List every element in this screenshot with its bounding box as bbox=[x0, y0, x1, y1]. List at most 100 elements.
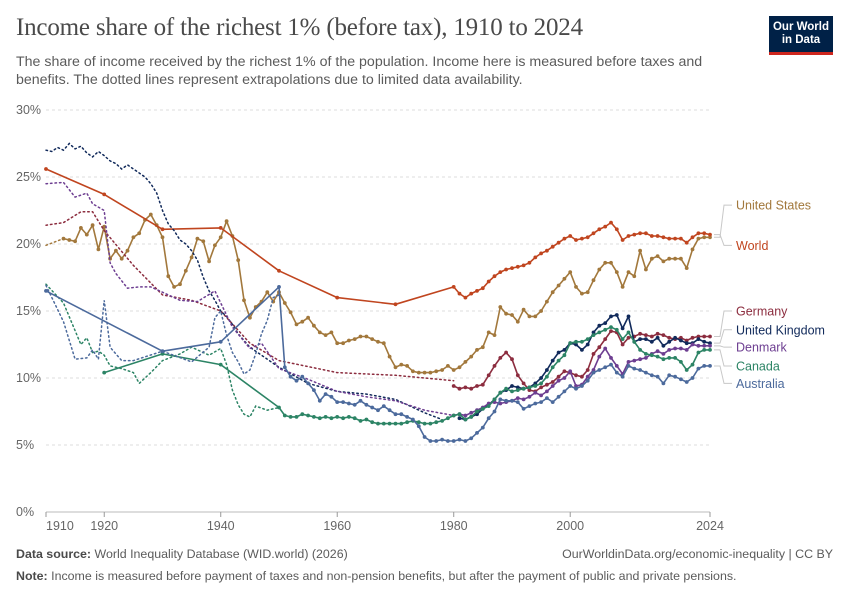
solid-line bbox=[63, 213, 710, 374]
data-point bbox=[160, 349, 165, 354]
data-point bbox=[684, 348, 689, 352]
data-point bbox=[562, 369, 567, 374]
data-point bbox=[44, 167, 48, 171]
data-point bbox=[679, 256, 683, 261]
data-point bbox=[498, 390, 503, 395]
data-point bbox=[463, 417, 468, 422]
y-tick-label: 10% bbox=[16, 371, 41, 385]
data-point bbox=[393, 412, 398, 417]
data-point bbox=[312, 323, 316, 328]
data-point bbox=[463, 439, 468, 443]
data-point bbox=[405, 415, 409, 419]
license-link[interactable]: OurWorldinData.org/economic-inequality |… bbox=[562, 547, 833, 561]
data-point bbox=[708, 232, 712, 237]
legend-label-united-kingdom: United Kingdom bbox=[736, 323, 825, 337]
data-point bbox=[213, 243, 217, 248]
data-point bbox=[702, 339, 707, 344]
data-point bbox=[492, 364, 497, 368]
data-point bbox=[585, 374, 590, 379]
owid-logo[interactable]: Our World in Data bbox=[769, 16, 833, 55]
data-point bbox=[498, 305, 503, 309]
data-point bbox=[609, 325, 613, 329]
data-point bbox=[434, 420, 439, 425]
data-point bbox=[550, 384, 555, 388]
data-point bbox=[218, 339, 223, 344]
data-point bbox=[510, 266, 514, 270]
data-point bbox=[393, 302, 398, 307]
data-point bbox=[393, 365, 398, 370]
data-point bbox=[510, 389, 514, 394]
data-point bbox=[44, 289, 48, 293]
data-point bbox=[352, 416, 357, 421]
data-point bbox=[562, 353, 567, 358]
data-point bbox=[306, 315, 310, 320]
data-point bbox=[609, 362, 613, 367]
data-point bbox=[556, 378, 561, 383]
data-source-link[interactable]: World Inequality Database (WID.world) (2… bbox=[94, 547, 348, 561]
data-point bbox=[702, 231, 707, 236]
data-point bbox=[79, 226, 83, 230]
data-point bbox=[568, 384, 573, 388]
data-point bbox=[90, 223, 95, 228]
data-point bbox=[248, 315, 252, 320]
data-point bbox=[515, 396, 520, 400]
data-point bbox=[317, 398, 322, 403]
data-point bbox=[457, 365, 462, 370]
data-point bbox=[178, 282, 182, 287]
data-point bbox=[399, 362, 404, 367]
data-point bbox=[684, 338, 689, 343]
data-point bbox=[422, 370, 427, 375]
data-point bbox=[690, 235, 695, 240]
data-point bbox=[574, 342, 578, 347]
data-point bbox=[603, 337, 608, 341]
data-point bbox=[574, 339, 578, 344]
data-point bbox=[504, 350, 508, 355]
x-tick-label: 1980 bbox=[440, 519, 468, 533]
data-point bbox=[550, 365, 555, 370]
data-point bbox=[84, 232, 89, 237]
data-point bbox=[574, 384, 578, 388]
data-point bbox=[335, 400, 340, 404]
data-point bbox=[504, 311, 508, 316]
data-point bbox=[568, 369, 573, 374]
data-point bbox=[562, 236, 567, 241]
data-point bbox=[475, 348, 479, 352]
x-tick-label: 1920 bbox=[90, 519, 118, 533]
data-point bbox=[533, 401, 538, 406]
data-point bbox=[440, 368, 444, 372]
data-point bbox=[102, 192, 107, 197]
data-point bbox=[614, 364, 619, 368]
data-point bbox=[609, 329, 613, 333]
data-point bbox=[446, 439, 450, 443]
data-point bbox=[61, 236, 66, 241]
data-point bbox=[679, 338, 683, 343]
data-point bbox=[638, 337, 642, 341]
dotted-line bbox=[45, 237, 65, 247]
data-point bbox=[545, 396, 549, 400]
data-point bbox=[696, 350, 701, 355]
data-point bbox=[609, 314, 613, 319]
data-point bbox=[562, 389, 567, 394]
data-point bbox=[591, 333, 596, 337]
data-point bbox=[486, 279, 491, 284]
data-point bbox=[603, 224, 608, 229]
data-point bbox=[387, 421, 392, 426]
data-point bbox=[556, 394, 561, 399]
data-point bbox=[626, 270, 631, 274]
data-point bbox=[603, 346, 608, 351]
data-point bbox=[603, 327, 608, 332]
data-point bbox=[358, 419, 363, 423]
data-point bbox=[708, 341, 712, 346]
data-point bbox=[562, 376, 567, 380]
data-point bbox=[632, 274, 637, 279]
data-point bbox=[661, 259, 666, 264]
data-point bbox=[550, 358, 555, 363]
data-point bbox=[527, 385, 532, 390]
data-point bbox=[626, 360, 631, 364]
data-point bbox=[661, 352, 666, 356]
data-point bbox=[160, 352, 165, 356]
data-point bbox=[638, 231, 642, 236]
data-point bbox=[679, 346, 683, 351]
data-point bbox=[580, 348, 584, 352]
data-point bbox=[673, 374, 677, 379]
